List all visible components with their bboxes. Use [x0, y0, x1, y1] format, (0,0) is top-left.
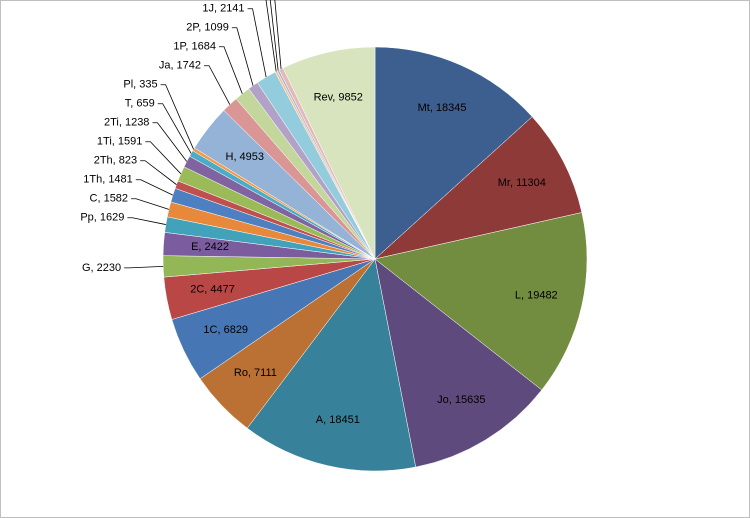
leader-line	[157, 103, 192, 154]
data-label: G, 2230	[82, 262, 121, 274]
pie-slice	[246, 258, 416, 472]
data-label: 1Ti, 1591	[97, 136, 142, 148]
data-label: 2C, 4477	[190, 284, 235, 296]
leader-line	[247, 8, 267, 78]
data-label: H, 4953	[226, 151, 265, 163]
data-label: Rev, 9852	[314, 92, 363, 104]
leader-line	[204, 65, 231, 105]
data-label: E, 2422	[191, 241, 229, 253]
data-label: 2P, 1099	[186, 22, 229, 34]
data-label: 1Th, 1481	[83, 174, 133, 186]
data-label: 1J, 2141	[202, 3, 244, 15]
data-label: Mr, 11304	[498, 177, 546, 189]
data-label: 2Th, 823	[94, 155, 137, 167]
data-label: A, 18451	[316, 414, 360, 426]
leader-line	[124, 265, 164, 269]
leader-line	[145, 141, 182, 175]
leader-line	[127, 217, 166, 225]
leader-line	[274, 0, 282, 69]
data-label: Pp, 1629	[80, 212, 124, 224]
pie-slice	[374, 258, 543, 468]
leader-line	[140, 160, 177, 185]
data-label: Ja, 1742	[159, 60, 201, 72]
data-label: C, 1582	[90, 193, 129, 205]
data-label: Jo, 15635	[437, 394, 485, 406]
pie-slice	[374, 46, 533, 260]
leader-line	[218, 46, 243, 94]
data-label: 2Ti, 1238	[104, 117, 149, 129]
leader-line	[135, 179, 174, 196]
leader-line	[160, 84, 194, 150]
data-label: L, 19482	[515, 289, 558, 301]
data-label: Ro, 7111	[234, 367, 277, 379]
pie-slice	[374, 212, 588, 391]
data-label: 1C, 6829	[203, 324, 248, 336]
pie-slice	[282, 46, 376, 260]
pie-slice	[374, 116, 583, 260]
data-label: 1P, 1684	[173, 41, 216, 53]
leader-line	[152, 122, 188, 162]
data-label: Pl, 335	[123, 79, 157, 91]
leader-line	[265, 0, 277, 72]
data-label: T, 659	[125, 98, 155, 110]
leader-line	[231, 27, 254, 86]
data-label: Mt, 18345	[418, 102, 467, 114]
leader-line	[269, 0, 279, 71]
leader-line	[131, 198, 170, 210]
